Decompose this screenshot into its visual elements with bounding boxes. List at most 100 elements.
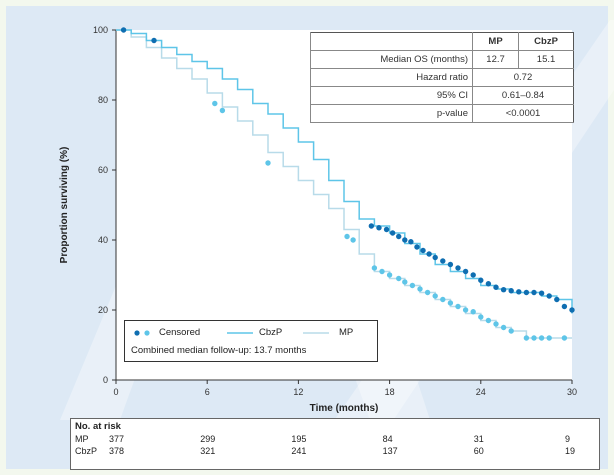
x-tick-label: 6	[205, 387, 210, 397]
axes: 0 20 40 60 80 100 0 6 12 18 24 30	[93, 25, 577, 397]
stats-row-ci: 95% CI 0.61–0.84	[310, 86, 574, 105]
censored-mark-mp	[447, 300, 454, 306]
risk-value: 377	[109, 434, 125, 444]
censored-mark-cbzp	[151, 37, 157, 44]
censored-mark-cbzp	[383, 226, 390, 233]
censored-mark-mp	[424, 289, 431, 296]
censored-mark-cbzp	[478, 277, 484, 283]
risk-row-mp: MP 377 299 195 84 31 9	[71, 434, 599, 445]
risk-value: 299	[200, 434, 216, 444]
risk-value: 19	[565, 446, 576, 456]
risk-value: 84	[382, 434, 393, 444]
risk-value: 241	[291, 446, 307, 456]
legend-mp-label: MP	[339, 327, 354, 338]
risk-value: 137	[382, 446, 398, 456]
censored-mark-cbzp	[531, 289, 537, 296]
legend: Censored CbzP MP Combined median follow-…	[124, 320, 378, 362]
risk-row-label: CbzP	[75, 446, 98, 456]
censored-mark-cbzp	[432, 254, 438, 261]
censored-mark-cbzp	[396, 233, 402, 240]
y-tick-label: 100	[93, 25, 108, 35]
censored-mark-mp	[386, 272, 393, 278]
censored-mark-cbzp	[508, 288, 514, 294]
stats-header-blank	[310, 32, 473, 51]
y-axis-label: Proportion surviving (%)	[59, 147, 70, 264]
stats-row-p: p-value <0.0001	[310, 104, 574, 123]
ci-value: 0.61–0.84	[472, 86, 574, 105]
risk-value: 378	[109, 446, 125, 456]
stats-row-hr: Hazard ratio 0.72	[310, 68, 574, 87]
legend-followup-note: Combined median follow-up: 13.7 months	[131, 345, 307, 356]
legend-symbols	[134, 330, 329, 336]
series	[116, 27, 575, 341]
censored-mark-cbzp	[368, 223, 375, 229]
censored-mark-mp	[561, 335, 568, 341]
censored-mark-mp	[478, 314, 484, 320]
stats-label: 95% CI	[310, 86, 473, 105]
x-tick-label: 12	[293, 387, 303, 397]
censored-mark-cbzp	[470, 272, 476, 278]
censored-mark-cbzp	[426, 251, 432, 257]
censored-mark-mp	[432, 293, 438, 299]
censored-mark-cbzp	[414, 244, 420, 250]
censored-mark-cbzp	[376, 225, 382, 231]
censored-mark-mp	[538, 335, 545, 341]
censored-mark-mp	[485, 317, 492, 324]
censored-mark-mp	[508, 328, 514, 334]
y-tick-label: 80	[98, 95, 108, 105]
censored-mark-mp	[371, 265, 378, 271]
censored-mark-cbzp	[561, 303, 568, 310]
censored-mark-mp	[462, 307, 469, 313]
censored-mark-mp	[500, 324, 507, 331]
censored-mark-mp	[470, 309, 476, 315]
censored-mark-mp	[402, 279, 408, 285]
stats-row-median: Median OS (months) 12.7 15.1	[310, 50, 574, 69]
risk-value: 31	[473, 434, 484, 444]
stats-header-cbzp: CbzP	[518, 32, 574, 51]
risk-table-title: No. at risk	[75, 421, 121, 432]
censored-mark-mp	[523, 335, 530, 341]
stats-label: p-value	[310, 104, 473, 123]
risk-value: 321	[200, 446, 216, 456]
censored-mark-cbzp	[546, 293, 552, 299]
censored-mark-mp	[546, 335, 552, 341]
median-mp: 12.7	[471, 50, 519, 69]
y-tick-label: 60	[98, 165, 108, 175]
censored-mark-mp	[212, 100, 218, 107]
stats-header-row: MP CbzP	[310, 32, 574, 51]
legend-cbzp-label: CbzP	[259, 327, 283, 338]
censored-mark-mp	[396, 275, 402, 282]
censored-mark-mp	[531, 335, 537, 341]
censored-mark-cbzp	[569, 307, 575, 313]
risk-row-cbzp: CbzP 378 321 241 137 60 19	[71, 446, 599, 457]
median-cbzp: 15.1	[518, 50, 574, 69]
censored-mark-cbzp	[554, 296, 560, 303]
y-tick-label: 40	[98, 235, 108, 245]
stats-label: Hazard ratio	[310, 68, 473, 87]
censored-mark-mp	[440, 296, 446, 303]
x-tick-label: 0	[113, 387, 118, 397]
stats-header-mp: MP	[471, 32, 519, 51]
censored-mark-cbzp	[538, 290, 545, 296]
censored-mark-mp	[350, 237, 356, 243]
censored-mark-cbzp	[389, 230, 396, 236]
censored-mark-cbzp	[447, 261, 454, 268]
censored-mark-cbzp	[440, 258, 446, 264]
censored-mark-cbzp	[500, 287, 507, 293]
number-at-risk-table: No. at risk MP 377 299 195 84 31 9 CbzP …	[70, 418, 600, 470]
statistics-table: MP CbzP Median OS (months) 12.7 15.1 Haz…	[310, 32, 574, 123]
censored-mark-mp	[219, 107, 226, 114]
risk-value: 9	[565, 434, 571, 444]
x-axis-label: Time (months)	[310, 403, 379, 414]
censored-mark-cbzp	[408, 239, 414, 245]
censored-mark-cbzp	[455, 265, 461, 271]
legend-censored-label: Censored	[159, 327, 201, 338]
censored-mark-mp	[455, 303, 461, 310]
censored-mark-mp	[265, 160, 271, 166]
censored-mark-cbzp	[516, 289, 522, 295]
censored-mark-mp	[409, 282, 416, 289]
p-value: <0.0001	[472, 104, 574, 123]
risk-row-label: MP	[75, 434, 89, 444]
censored-mark-cbzp	[120, 27, 127, 33]
censored-symbol-cbzp	[134, 330, 140, 336]
